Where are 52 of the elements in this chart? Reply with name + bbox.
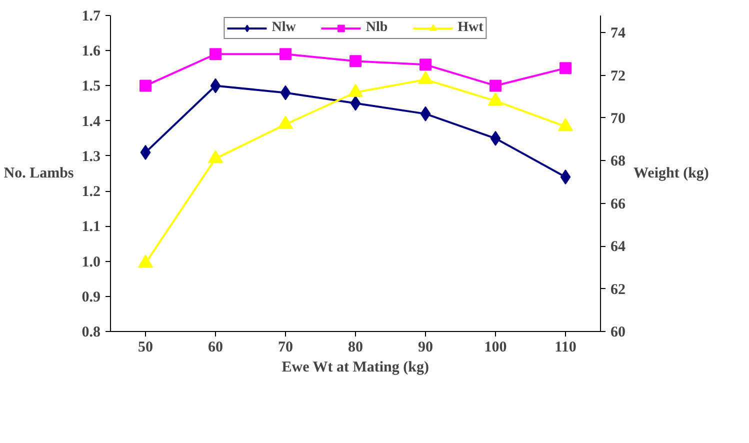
point: [280, 85, 291, 100]
y-axis-title: No. Lambs: [4, 166, 74, 182]
point: [560, 170, 571, 185]
y-tick-label: 0.8: [82, 324, 100, 340]
x-tick-label: 70: [278, 340, 293, 356]
point: [420, 106, 431, 122]
x-tick-label: 110: [554, 340, 576, 356]
point: [138, 254, 153, 268]
x-axis-title: Ewe Wt at Mating (kg): [282, 360, 429, 376]
y-tick-label: 0.9: [82, 289, 100, 306]
x-tick-label: 80: [348, 340, 363, 356]
point: [420, 58, 432, 71]
point: [280, 48, 292, 60]
point: [278, 116, 293, 129]
y-tick-label: 1.7: [82, 8, 101, 24]
point: [210, 78, 221, 94]
point: [490, 130, 501, 146]
point: [140, 144, 151, 160]
y2-tick-label: 66: [610, 196, 626, 212]
point: [210, 48, 222, 60]
x-tick-label: 100: [484, 340, 507, 356]
y-tick-label: 1.0: [82, 254, 100, 270]
y-tick-label: 1.6: [82, 44, 101, 60]
y-tick-label: 1.2: [82, 184, 100, 200]
y-tick-label: 1.3: [82, 148, 100, 165]
legend-label: Nlb: [366, 20, 388, 36]
point: [140, 80, 152, 92]
y-tick-label: 1.5: [82, 78, 100, 95]
y-tick-label: 1.1: [82, 219, 100, 236]
x-tick-label: 90: [418, 340, 433, 356]
point: [348, 84, 363, 97]
point: [418, 70, 433, 84]
y2-tick-label: 74: [610, 26, 626, 42]
x-tick-label: 60: [208, 340, 223, 356]
legend-label: Hwt: [458, 20, 484, 36]
point: [350, 55, 362, 68]
y2-tick-label: 60: [610, 324, 626, 340]
y-tick-label: 1.4: [82, 114, 101, 130]
legend-label: Nlw: [272, 20, 296, 36]
point: [490, 80, 502, 92]
point: [488, 92, 503, 106]
point: [558, 118, 573, 132]
y2-tick-label: 68: [610, 154, 626, 170]
y2-axis-title: Weight (kg): [634, 166, 709, 182]
point: [560, 62, 572, 74]
y2-tick-label: 62: [610, 282, 626, 298]
y2-tick-label: 64: [610, 239, 626, 256]
x-tick-label: 50: [138, 340, 153, 356]
y2-tick-label: 70: [610, 110, 626, 127]
point: [350, 96, 361, 111]
y2-tick-label: 72: [610, 68, 626, 84]
point: [208, 150, 223, 164]
